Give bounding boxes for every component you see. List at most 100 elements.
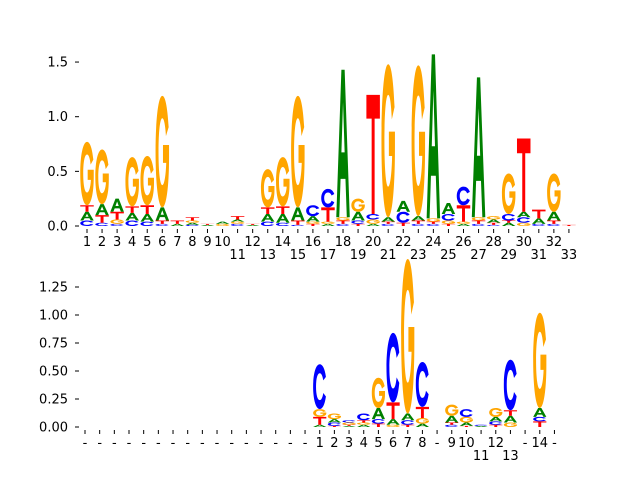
x-tick-label: 11 [229, 248, 246, 263]
logo-letter-T [321, 207, 335, 222]
logo-letter-C [351, 220, 365, 224]
x-tick-label: - [215, 436, 220, 451]
logo-letter-C [386, 332, 400, 403]
logo-letter-G [291, 95, 305, 208]
logo-letter-T [516, 138, 531, 212]
x-tick-label: 23 [410, 248, 427, 263]
logo-letter-T [110, 211, 124, 220]
logo-letter-A [501, 222, 516, 226]
logo-letter-C [185, 224, 199, 226]
logo-letter-C [474, 424, 488, 426]
x-tick-label: 14 [531, 436, 548, 451]
logo-letter-A [401, 413, 415, 421]
bottom-logo-panel: 0.000.250.500.751.001.25- - - - - - - - - - - - - - - -… [39, 259, 557, 464]
x-tick-label: 28 [485, 235, 502, 250]
logo-letter-A [170, 223, 185, 226]
logo-letter-A [471, 77, 486, 218]
y-tick-label: 1.25 [39, 281, 68, 296]
x-tick-label: - [97, 436, 102, 451]
logo-letter-G [501, 173, 516, 214]
logo-letter-A [474, 425, 488, 427]
x-tick-label: 10 [458, 436, 475, 451]
logo-letter-G [357, 422, 371, 425]
x-tick-label: 17 [320, 248, 337, 263]
y-tick-label: 1.5 [47, 56, 68, 71]
x-tick-label: 4 [360, 436, 368, 451]
x-tick-label: 26 [455, 235, 472, 250]
x-tick-label: 19 [350, 248, 367, 263]
x-tick-label: 31 [531, 248, 548, 263]
logo-letter-A [260, 213, 275, 222]
logo-letter-T [306, 223, 320, 226]
logo-letter-A [110, 198, 124, 212]
logo-letter-C [516, 217, 531, 223]
logo-letter-T [401, 424, 415, 427]
logo-letter-G [155, 95, 170, 208]
logo-letter-C [532, 223, 546, 226]
x-tick-label: 2 [330, 436, 338, 451]
x-tick-label: 3 [113, 235, 121, 250]
logo-letter-T [562, 224, 576, 226]
x-tick-label: 7 [173, 235, 181, 250]
x-tick-label: - [185, 436, 190, 451]
logo-letter-C [459, 409, 473, 417]
logo-letter-T [486, 222, 501, 225]
logo-letter-A [276, 213, 290, 223]
logo-letter-T [456, 205, 471, 222]
logo-letter-C [291, 224, 305, 226]
logo-letter-G [445, 404, 459, 416]
x-tick-label: 7 [404, 436, 412, 451]
logo-letter-G [230, 221, 245, 224]
logo-letter-G [125, 157, 139, 207]
x-tick-label: 29 [500, 248, 517, 263]
logo-letter-A [489, 416, 503, 422]
logo-letter-T [489, 424, 503, 427]
logo-letter-C [381, 223, 395, 226]
logo-letter-A [200, 224, 215, 226]
logo-letter-A [215, 221, 230, 224]
logo-letter-G [80, 141, 94, 206]
logo-letter-T [381, 221, 395, 224]
logo-letter-T [533, 421, 547, 427]
logo-letter-A [456, 223, 471, 226]
x-tick-label: 2 [98, 235, 106, 250]
logo-letter-C [471, 223, 485, 226]
x-tick-label: - [171, 436, 176, 451]
logo-letter-G [306, 221, 320, 224]
logo-letter-C [411, 223, 425, 226]
logo-letter-C [230, 223, 244, 226]
logo-letter-T [471, 220, 486, 224]
logo-letter-T [185, 217, 200, 221]
logo-letter-C [342, 420, 356, 423]
logo-letter-C [489, 421, 502, 425]
logo-letter-G [381, 64, 395, 218]
x-tick-label: - [244, 436, 249, 451]
logo-letter-T [342, 424, 356, 426]
x-tick-label: 12 [244, 235, 261, 250]
x-tick-label: 8 [418, 436, 426, 451]
logo-letter-G [489, 407, 503, 417]
x-tick-label: - [288, 436, 293, 451]
logo-letter-A [80, 211, 94, 221]
logo-letter-G [533, 312, 547, 408]
logo-letter-A [185, 222, 200, 225]
x-tick-label: - [141, 436, 146, 451]
logo-letter-C [366, 213, 380, 220]
logo-letter-G [327, 413, 341, 420]
logo-letter-C [80, 220, 94, 226]
x-tick-label: 9 [448, 436, 456, 451]
y-tick-label: 0.75 [39, 337, 68, 352]
logo-letter-A [95, 204, 109, 216]
logo-letter-T [313, 416, 327, 425]
x-tick-label: - [552, 436, 557, 451]
logo-letter-T [80, 205, 94, 212]
x-tick-label: 5 [374, 436, 382, 451]
x-tick-label: 9 [203, 235, 211, 250]
logo-letter-A [140, 213, 154, 222]
x-tick-label: - [200, 436, 205, 451]
logo-letter-C [533, 416, 546, 422]
logo-letter-C [327, 422, 341, 426]
logo-letter-G [516, 222, 531, 226]
logo-letter-T [396, 222, 411, 226]
